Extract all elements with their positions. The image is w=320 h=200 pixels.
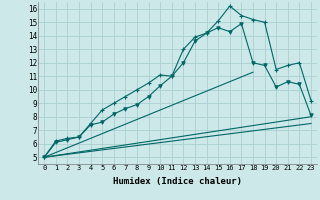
X-axis label: Humidex (Indice chaleur): Humidex (Indice chaleur) <box>113 177 242 186</box>
